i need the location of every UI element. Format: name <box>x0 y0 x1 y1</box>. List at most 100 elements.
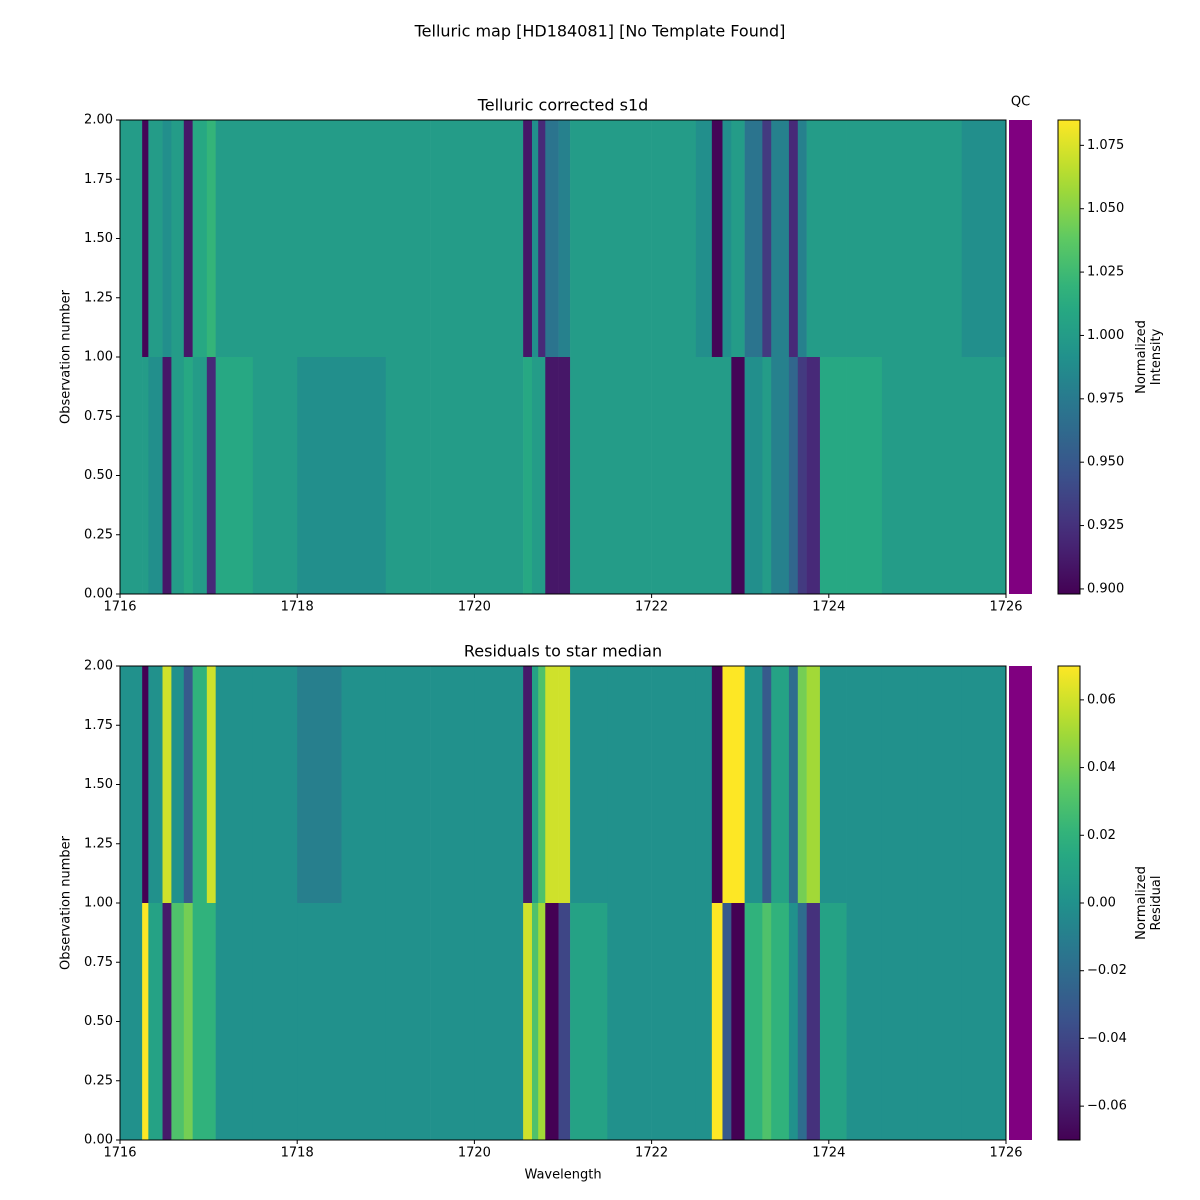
y-tick-label: 1.50 <box>84 777 113 792</box>
heatmap-cell <box>558 120 571 357</box>
heatmap-cell <box>206 903 216 1140</box>
heatmap-cell <box>142 903 149 1140</box>
heatmap-cell <box>162 357 172 594</box>
panel-title: Telluric corrected s1d <box>477 96 649 115</box>
heatmap-cell <box>523 120 533 357</box>
heatmap-cell <box>762 120 772 357</box>
heatmap-cell <box>722 120 732 357</box>
colorbar-tick-label: −0.04 <box>1087 1031 1127 1046</box>
heatmap-cell <box>917 120 962 357</box>
heatmap-cell <box>183 357 193 594</box>
heatmap-cell <box>385 666 431 903</box>
heatmap-cell <box>651 903 697 1140</box>
y-tick-label: 1.50 <box>84 231 113 246</box>
y-tick-label: 0.50 <box>84 1014 113 1029</box>
x-tick-label: 1726 <box>989 600 1022 615</box>
heatmap-cell <box>538 903 546 1140</box>
heatmap-cell <box>744 903 763 1140</box>
heatmap-cell <box>206 666 216 903</box>
heatmap-cell <box>171 120 185 357</box>
x-tick-label: 1726 <box>989 1146 1022 1161</box>
heatmap-cell <box>607 903 652 1140</box>
colorbar-tick-label: 1.050 <box>1087 201 1124 216</box>
colorbar-tick-label: 0.04 <box>1087 760 1116 775</box>
y-tick-label: 1.75 <box>84 172 113 187</box>
colorbar-label: Normalized <box>1134 866 1149 940</box>
heatmap-cell <box>297 120 342 357</box>
colorbar-tick-label: 0.00 <box>1087 896 1116 911</box>
heatmap-cell <box>695 120 713 357</box>
x-tick-label: 1720 <box>458 1146 491 1161</box>
heatmap-cell <box>651 120 697 357</box>
colorbar-tick-label: 0.02 <box>1087 828 1116 843</box>
heatmap-cell <box>731 666 745 903</box>
heatmap-cell <box>711 120 723 357</box>
heatmap-cell <box>819 120 847 357</box>
heatmap-cell <box>846 357 883 594</box>
heatmap-cell <box>215 357 254 594</box>
heatmap-cell <box>762 903 772 1140</box>
heatmap-cell <box>651 357 697 594</box>
heatmap-cell <box>722 357 732 594</box>
heatmap-cell <box>607 120 652 357</box>
heatmap-cell <box>788 357 799 594</box>
qc-bar <box>1009 666 1032 1140</box>
colorbar-tick-label: 1.075 <box>1087 138 1124 153</box>
heatmap-cell <box>607 666 652 903</box>
y-tick-label: 1.00 <box>84 350 113 365</box>
heatmap-cell <box>341 357 387 594</box>
heatmap-cell <box>806 903 821 1140</box>
figure-title: Telluric map [HD184081] [No Template Fou… <box>414 22 786 41</box>
x-tick-label: 1716 <box>103 600 136 615</box>
heatmap-cell <box>297 903 342 1140</box>
heatmap-cell <box>917 357 962 594</box>
heatmap-cell <box>120 120 143 357</box>
heatmap-cell <box>819 903 847 1140</box>
heatmap-cell <box>341 120 387 357</box>
heatmap-cell <box>531 120 539 357</box>
heatmap-cell <box>120 666 143 903</box>
heatmap-cell <box>252 357 298 594</box>
heatmap-cell <box>806 357 821 594</box>
heatmap-cell <box>819 357 847 594</box>
heatmap-cell <box>206 120 216 357</box>
x-tick-label: 1716 <box>103 1146 136 1161</box>
heatmap-cell <box>538 666 546 903</box>
heatmap-cell <box>341 666 387 903</box>
x-tick-label: 1718 <box>281 600 314 615</box>
heatmap-cell <box>531 666 539 903</box>
heatmap-cell <box>731 357 745 594</box>
colorbar-label: Intensity <box>1149 328 1164 385</box>
heatmap-cell <box>142 120 149 357</box>
qc-bar <box>1009 120 1032 594</box>
heatmap-cell <box>523 357 533 594</box>
heatmap-cell <box>341 903 387 1140</box>
heatmap-cell <box>961 120 1007 357</box>
heatmap-cell <box>430 357 475 594</box>
y-tick-label: 1.00 <box>84 896 113 911</box>
heatmap-cell <box>570 120 608 357</box>
heatmap-cell <box>917 666 962 903</box>
heatmap-cell <box>881 903 918 1140</box>
panel-title: Residuals to star median <box>464 642 662 661</box>
heatmap-cell <box>297 666 342 903</box>
y-tick-label: 0.25 <box>84 1073 113 1088</box>
heatmap-cell <box>788 666 799 903</box>
heatmap-cell <box>771 666 790 903</box>
heatmap-cell <box>531 357 539 594</box>
heatmap-cell <box>695 903 713 1140</box>
heatmap-cell <box>171 903 185 1140</box>
y-tick-label: 1.25 <box>84 836 113 851</box>
x-tick-label: 1720 <box>458 600 491 615</box>
heatmap-cell <box>881 357 918 594</box>
colorbar-label: Normalized <box>1134 320 1149 394</box>
heatmap-cell <box>744 357 763 594</box>
heatmap-cell <box>148 666 163 903</box>
heatmap-cell <box>385 357 431 594</box>
heatmap-cell <box>215 903 254 1140</box>
y-tick-label: 0.00 <box>84 1133 113 1148</box>
heatmap-cell <box>162 120 172 357</box>
y-axis-label: Observation number <box>59 289 74 424</box>
heatmap-cell <box>558 903 571 1140</box>
heatmap-cell <box>192 357 208 594</box>
